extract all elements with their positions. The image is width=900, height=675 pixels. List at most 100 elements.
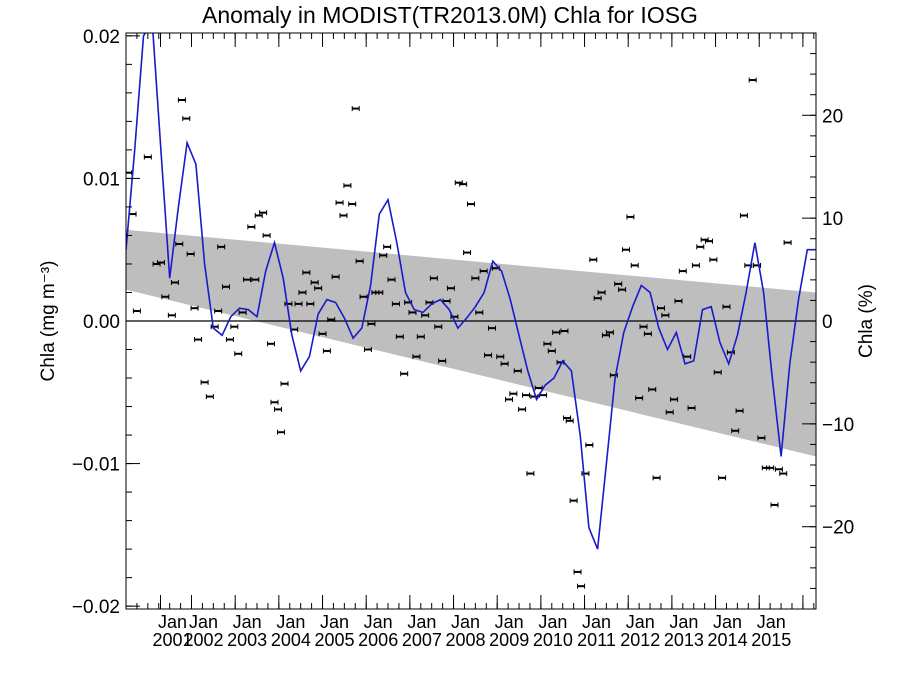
- data-point: [626, 214, 635, 220]
- data-point: [379, 252, 388, 258]
- x-tick-label-year: 2003: [227, 630, 267, 650]
- data-point: [143, 154, 152, 160]
- data-point: [569, 498, 578, 504]
- data-point: [589, 257, 598, 263]
- data-point: [128, 211, 137, 217]
- x-tick-label-year: 2010: [533, 630, 573, 650]
- data-point: [614, 281, 623, 287]
- data-point: [484, 352, 493, 358]
- data-point: [739, 212, 748, 218]
- y-right-tick-label: 0: [822, 312, 833, 333]
- data-point: [335, 200, 344, 206]
- data-point: [622, 247, 631, 253]
- x-tick-label-month: Jan: [713, 612, 742, 632]
- x-tick-label-year: 2008: [446, 630, 486, 650]
- data-point: [254, 212, 263, 218]
- y-right-tick-label: 10: [822, 209, 843, 230]
- data-point: [522, 392, 531, 398]
- data-point: [735, 408, 744, 414]
- data-point: [429, 275, 438, 281]
- data-point: [674, 298, 683, 304]
- data-point: [238, 309, 247, 315]
- x-tick-label-year: 2002: [183, 630, 223, 650]
- data-point: [391, 301, 400, 307]
- y-tick-label: 0.00: [83, 312, 120, 333]
- data-point: [543, 341, 552, 347]
- y-right-tick-label: 20: [822, 106, 843, 127]
- x-tick-label-month: Jan: [233, 612, 262, 632]
- data-point: [630, 262, 639, 268]
- data-point: [757, 435, 766, 441]
- data-point: [205, 394, 214, 400]
- data-point: [273, 406, 282, 412]
- data-point: [387, 277, 396, 283]
- data-points: [126, 77, 792, 589]
- data-point: [779, 471, 788, 477]
- data-point: [167, 312, 176, 318]
- data-point: [182, 116, 191, 122]
- data-point: [718, 475, 727, 481]
- data-point: [277, 429, 286, 435]
- data-point: [618, 287, 627, 293]
- x-tick-label-year: 2007: [402, 630, 442, 650]
- data-point: [500, 361, 509, 367]
- data-point: [471, 275, 480, 281]
- x-tick-label-month: Jan: [757, 612, 786, 632]
- data-point: [348, 201, 357, 207]
- x-tick-label-month: Jan: [189, 612, 218, 632]
- y-right-tick-label: −20: [822, 518, 854, 539]
- data-point: [766, 465, 775, 471]
- data-point: [190, 305, 199, 311]
- trend-band: [126, 229, 816, 457]
- x-tick-label-month: Jan: [669, 612, 698, 632]
- x-tick-label-year: 2006: [358, 630, 398, 650]
- data-point: [446, 285, 455, 291]
- data-point: [234, 351, 243, 357]
- data-point: [475, 309, 484, 315]
- data-point: [225, 337, 234, 343]
- data-point: [175, 241, 184, 247]
- y-tick-label: −0.01: [72, 455, 120, 476]
- data-point: [298, 289, 307, 295]
- data-point: [705, 238, 714, 244]
- smoothed-line: [126, 33, 816, 550]
- data-point: [306, 301, 315, 307]
- data-point: [635, 395, 644, 401]
- y-axis-title: Chla (mg m⁻³): [38, 261, 59, 382]
- data-point: [605, 329, 614, 335]
- data-point: [691, 262, 700, 268]
- data-point: [400, 371, 409, 377]
- x-tick-label-year: 2013: [664, 630, 704, 650]
- data-point: [359, 294, 368, 300]
- data-point: [593, 295, 602, 301]
- data-point: [284, 301, 293, 307]
- axes: [125, 32, 817, 610]
- series-line: [126, 33, 816, 550]
- x-tick-label-year: 2011: [577, 630, 616, 650]
- data-point: [280, 381, 289, 387]
- x-tick-label-year: 2009: [489, 630, 529, 650]
- data-point: [302, 270, 311, 276]
- data-point: [652, 475, 661, 481]
- x-tick-label-year: 2014: [708, 630, 748, 650]
- axis-labels: −0.02−0.010.000.010.02−20−1001020Jan2001…: [38, 27, 877, 650]
- data-point: [552, 329, 561, 335]
- data-point: [177, 97, 186, 103]
- data-point: [327, 317, 336, 323]
- data-point: [186, 251, 195, 257]
- y-right-tick-label: −10: [822, 415, 854, 436]
- data-point: [748, 77, 757, 83]
- x-tick-label-year: 2005: [314, 630, 354, 650]
- y-axis-title-right: Chla (%): [856, 284, 877, 358]
- x-tick-label-year: 2012: [620, 630, 660, 650]
- data-point: [696, 244, 705, 250]
- data-point: [355, 258, 364, 264]
- data-point: [214, 308, 223, 314]
- data-point: [577, 583, 586, 589]
- x-tick-label-month: Jan: [538, 612, 567, 632]
- data-point: [412, 354, 421, 360]
- data-point: [563, 415, 572, 421]
- data-point: [601, 332, 610, 338]
- data-point: [709, 257, 718, 263]
- data-point: [661, 312, 670, 318]
